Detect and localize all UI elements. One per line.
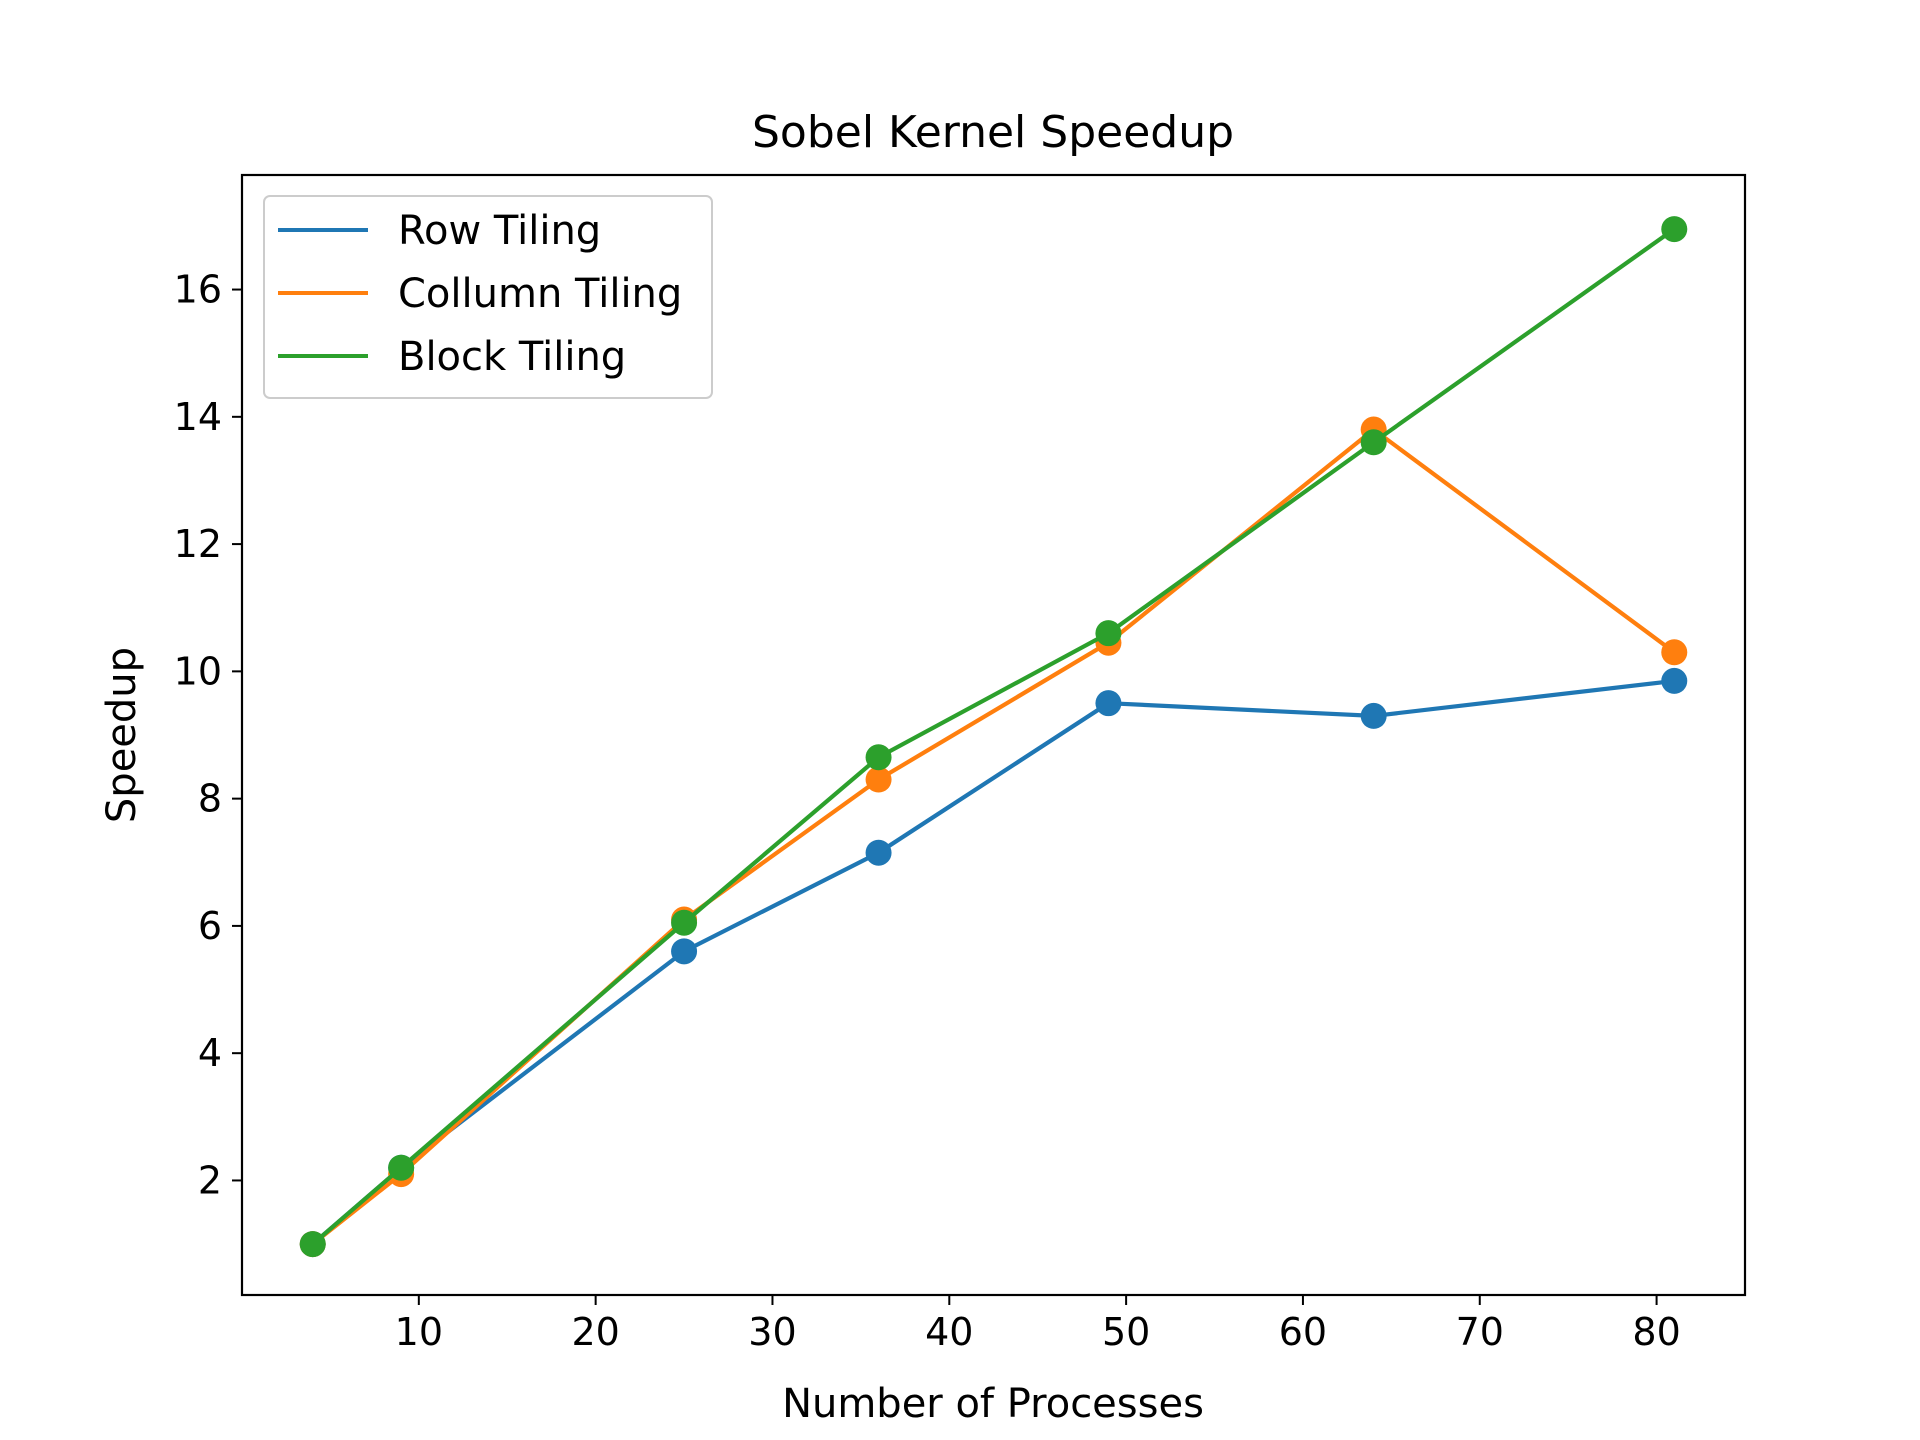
data-point-collumn-tiling [1661, 639, 1688, 666]
x-tick-label: 70 [1456, 1310, 1504, 1354]
x-tick-label: 60 [1279, 1310, 1327, 1354]
x-tick-label: 50 [1102, 1310, 1150, 1354]
chart-title: Sobel Kernel Speedup [752, 107, 1234, 158]
data-point-row-tiling [1360, 702, 1387, 729]
y-tick-label: 12 [174, 522, 222, 566]
legend: Row Tiling Collumn Tiling Block Tiling [263, 195, 713, 399]
legend-label-row-tiling: Row Tiling [398, 208, 601, 254]
x-axis-label: Number of Processes [782, 1381, 1204, 1427]
x-tick-label: 40 [925, 1310, 973, 1354]
y-tick-label: 6 [198, 904, 222, 948]
x-axis-ticks: 10 20 30 40 50 60 70 80 [395, 1295, 1681, 1354]
x-tick-label: 30 [748, 1310, 796, 1354]
y-axis-ticks: 2 4 6 8 10 12 14 16 [174, 268, 242, 1202]
data-point-row-tiling [1095, 690, 1122, 717]
y-tick-label: 4 [198, 1031, 222, 1075]
data-point-block-tiling [865, 744, 892, 771]
y-tick-label: 14 [174, 395, 222, 439]
data-point-row-tiling [671, 938, 698, 965]
data-point-block-tiling [1661, 216, 1688, 243]
y-tick-label: 16 [174, 268, 222, 312]
y-tick-label: 8 [198, 777, 222, 821]
data-point-block-tiling [671, 909, 698, 936]
legend-box [263, 195, 713, 399]
y-tick-label: 10 [174, 649, 222, 693]
x-tick-label: 80 [1632, 1310, 1680, 1354]
data-point-block-tiling [1095, 620, 1122, 647]
series-layer [299, 216, 1688, 1258]
data-point-block-tiling [1360, 429, 1387, 456]
legend-label-collumn-tiling: Collumn Tiling [398, 271, 682, 317]
x-tick-label: 10 [395, 1310, 443, 1354]
data-point-block-tiling [388, 1154, 415, 1181]
legend-label-block-tiling: Block Tiling [398, 334, 626, 380]
data-point-row-tiling [1661, 667, 1688, 694]
y-axis-label: Speedup [99, 647, 145, 823]
x-tick-label: 20 [571, 1310, 619, 1354]
y-tick-label: 2 [198, 1158, 222, 1202]
data-point-collumn-tiling [865, 766, 892, 793]
data-point-block-tiling [299, 1231, 326, 1258]
data-point-row-tiling [865, 839, 892, 866]
